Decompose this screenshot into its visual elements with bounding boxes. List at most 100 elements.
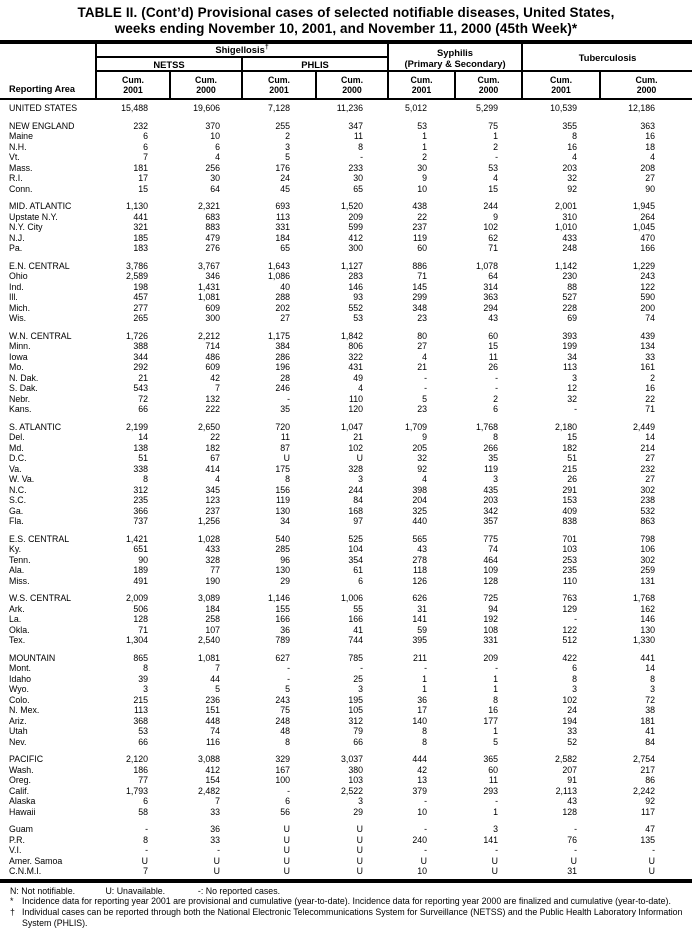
cell-value: 1,045 xyxy=(633,222,656,232)
cell-value: 3,767 xyxy=(197,260,220,271)
cell-value: 627 xyxy=(275,652,290,663)
table-row: N.J. 185 479 184 412 119 62 433 470 xyxy=(0,233,692,244)
footnote-star: * Incidence data for reporting year 2001… xyxy=(10,896,686,907)
table-row: Maine 6 10 2 11 1 1 8 16 xyxy=(0,131,692,142)
cell-value: 565 xyxy=(412,533,428,544)
cell-value: 84 xyxy=(645,736,656,747)
cell-value: 259 xyxy=(640,565,656,575)
cell-value: - xyxy=(574,404,578,414)
cell-value: 131 xyxy=(640,575,656,586)
year-label: 2001 xyxy=(123,85,143,95)
cell-value: 29 xyxy=(353,806,364,817)
cell-value: 16 xyxy=(488,705,499,715)
cell-value: 8 xyxy=(285,474,290,484)
cell-value: 5 xyxy=(493,736,499,747)
table-row: N.C. 312 345 156 244 398 435 291 302 xyxy=(0,485,692,496)
cell-value: 10 xyxy=(417,866,428,876)
table-row: Idaho 39 44 - 25 1 1 8 8 xyxy=(0,674,692,685)
cell-value: 255 xyxy=(275,120,290,131)
footnote-star-text: Incidence data for reporting year 2001 a… xyxy=(22,896,671,907)
cell-value: 40 xyxy=(280,281,290,292)
cell-value: 129 xyxy=(562,603,578,614)
cell-reporting-area: Okla. xyxy=(9,624,30,635)
table-row: Wyo. 3 5 5 3 1 1 3 3 xyxy=(0,684,692,695)
cell-value: 71 xyxy=(417,271,428,281)
cell-reporting-area: Conn. xyxy=(9,183,33,194)
cell-value: 1,127 xyxy=(341,260,364,271)
year-label: 2000 xyxy=(196,85,216,95)
cell-reporting-area: Md. xyxy=(9,442,24,453)
cell-reporting-area: W.N. CENTRAL xyxy=(9,330,72,341)
table-row: Mich. 277 609 202 552 348 294 228 200 xyxy=(0,303,692,314)
cell-value: 76 xyxy=(567,834,578,845)
cell-reporting-area: Ark. xyxy=(9,603,25,614)
cum-label: Cum. xyxy=(635,75,658,85)
cell-value: 154 xyxy=(205,775,220,785)
cell-value: - xyxy=(574,845,578,855)
cell-value: 683 xyxy=(205,211,220,222)
cell-value: 379 xyxy=(412,785,428,796)
cell-value: 230 xyxy=(562,271,578,281)
cell-value: 2,582 xyxy=(555,754,578,764)
footnote-dagger: † Individual cases can be reported throu… xyxy=(10,907,686,929)
cell-value: 244 xyxy=(348,484,364,495)
cell-value: 1 xyxy=(422,131,428,141)
cell-value: 552 xyxy=(348,302,364,313)
cell-reporting-area: S. Dak. xyxy=(9,383,38,393)
cell-value: 182 xyxy=(562,442,578,453)
table-row: Ga. 366 237 130 168 325 342 409 532 xyxy=(0,506,692,517)
cell-value: 599 xyxy=(348,222,364,232)
cell-value: 3 xyxy=(358,796,364,806)
cell-value: U xyxy=(356,834,364,845)
cell-value: 329 xyxy=(275,754,290,764)
cell-value: 15 xyxy=(567,432,578,442)
cell-value: 5 xyxy=(422,393,428,404)
cell-value: 243 xyxy=(640,271,656,281)
cell-value: 512 xyxy=(562,635,578,645)
cell-value: 865 xyxy=(133,652,148,663)
cell-reporting-area: UNITED STATES xyxy=(9,103,78,113)
cell-value: - xyxy=(495,663,499,673)
year-label: 2000 xyxy=(342,85,362,95)
cell-value: 183 xyxy=(133,243,148,253)
cell-reporting-area: N.Y. City xyxy=(9,222,43,232)
cell-value: 438 xyxy=(412,201,428,211)
table-row: Mont. 8 7 - - - - 6 14 xyxy=(0,663,692,674)
cum-label: Cum. xyxy=(477,75,500,85)
cell-value: 39 xyxy=(138,673,148,684)
cell-value: 2,482 xyxy=(197,785,220,796)
cell-value: 395 xyxy=(412,635,428,645)
cell-value: 5,299 xyxy=(476,103,499,113)
cell-value: 203 xyxy=(562,162,578,173)
cell-value: 775 xyxy=(483,533,499,544)
cell-value: 1,078 xyxy=(476,260,499,271)
cell-value: 328 xyxy=(348,463,364,474)
table-row: Okla. 71 107 36 41 59 108 122 130 xyxy=(0,625,692,636)
cell-value: 23 xyxy=(417,313,428,323)
cell-reporting-area: PACIFIC xyxy=(9,754,44,764)
cell-value: U xyxy=(648,855,656,866)
cell-reporting-area: Ga. xyxy=(9,505,24,516)
cell-value: 8 xyxy=(493,694,499,705)
cell-value: 22 xyxy=(417,211,428,222)
cell-value: 51 xyxy=(138,453,148,463)
year-label: 2000 xyxy=(636,85,657,95)
cell-value: 41 xyxy=(353,624,364,635)
cell-value: 110 xyxy=(563,575,578,586)
table-row: Ala. 189 77 130 61 118 109 235 259 xyxy=(0,565,692,576)
cell-value: 3 xyxy=(358,474,364,484)
table-row: Calif. 1,793 2,482 - 2,522 379 293 2,113 2,242 xyxy=(0,786,692,797)
cell-value: 863 xyxy=(640,516,656,526)
cell-value: 798 xyxy=(640,533,656,544)
cell-value: 135 xyxy=(640,834,656,845)
table-row: N.Y. City 321 883 331 599 237 102 1,010 1,045 xyxy=(0,222,692,233)
cell-value: 3 xyxy=(650,684,656,694)
cell-value: 185 xyxy=(133,232,148,243)
cell-value: 883 xyxy=(205,222,220,232)
cell-value: 2,540 xyxy=(197,635,220,645)
cum-year-header: Cum. 2000 xyxy=(316,71,390,100)
cell-value: 47 xyxy=(645,824,656,834)
cell-value: 8 xyxy=(143,474,148,484)
cell-value: 346 xyxy=(205,271,220,281)
cell-value: 789 xyxy=(275,635,290,645)
